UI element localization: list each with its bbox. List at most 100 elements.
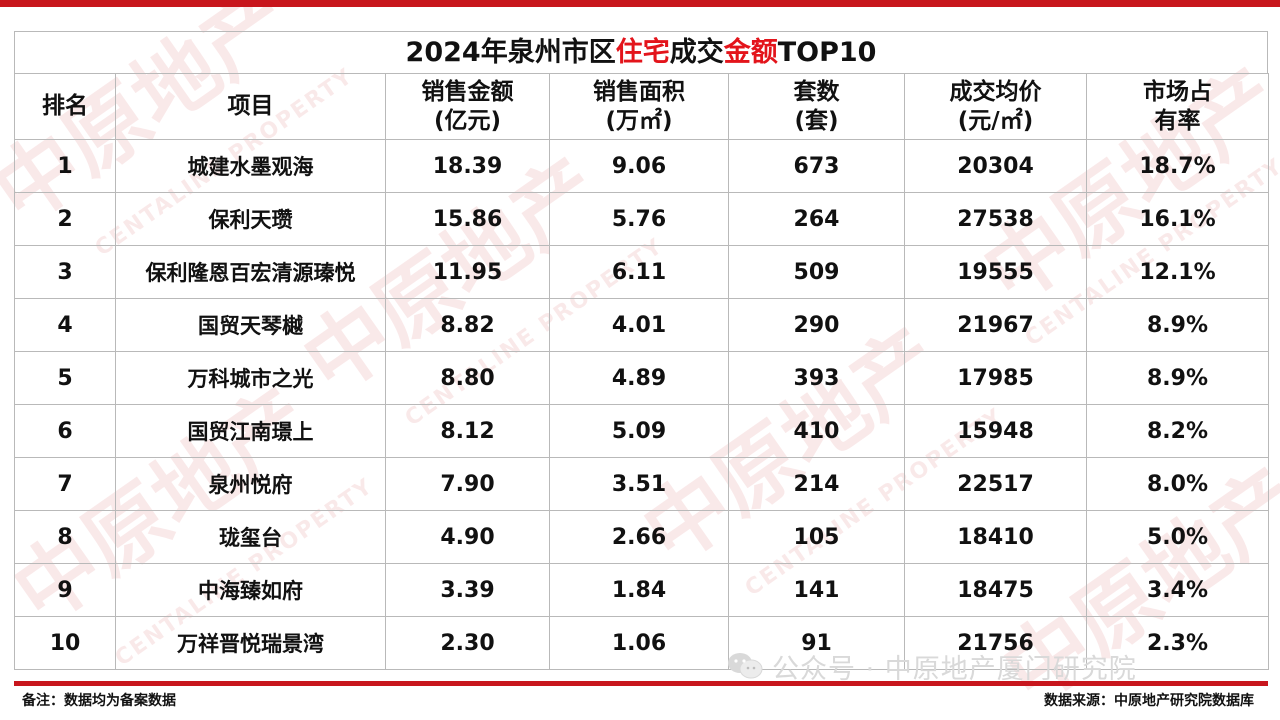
wechat-account-watermark: 公众号 · 中原地产厦门研究院 [726, 648, 1137, 685]
cell-amount: 7.90 [385, 457, 550, 511]
header-amount-label: 销售金额 [421, 78, 514, 105]
cell-share: 3.4% [1086, 563, 1269, 617]
cell-project: 保利隆恩百宏清源瑧悦 [115, 245, 386, 299]
cell-rank: 7 [14, 457, 116, 511]
header-amount-unit: (亿元) [433, 107, 502, 134]
header-area-label: 销售面积 [593, 78, 685, 105]
cell-units: 214 [728, 457, 905, 511]
cell-rank: 4 [14, 298, 116, 352]
title-segment: 2024年泉州市区 [405, 37, 616, 68]
header-project: 项目 [115, 73, 386, 140]
wechat-account-name: 公众号 · 中原地产厦门研究院 [772, 653, 1137, 685]
header-rank: 排名 [14, 73, 116, 140]
top-red-rule [0, 0, 1280, 7]
cell-price: 18475 [904, 563, 1087, 617]
cell-units: 509 [728, 245, 905, 299]
cell-price: 21967 [904, 298, 1087, 352]
cell-price: 21756 [904, 616, 1087, 670]
title-segment: TOP10 [777, 37, 877, 68]
header-units: 套数 (套) [728, 73, 905, 140]
cell-amount: 8.82 [385, 298, 550, 352]
header-rank-label: 排名 [42, 93, 88, 119]
table-row: 8 珑玺台 4.90 2.66 105 18410 5.0% [14, 510, 1269, 564]
cell-rank: 8 [14, 510, 116, 564]
cell-price: 27538 [904, 192, 1087, 246]
cell-amount: 3.39 [385, 563, 550, 617]
cell-rank: 1 [14, 139, 116, 193]
table-row: 5 万科城市之光 8.80 4.89 393 17985 8.9% [14, 351, 1269, 405]
table-row: 3 保利隆恩百宏清源瑧悦 11.95 6.11 509 19555 12.1% [14, 245, 1269, 299]
cell-units: 393 [728, 351, 905, 405]
header-area: 销售面积 (万㎡) [549, 73, 729, 140]
cell-area: 5.76 [549, 192, 729, 246]
cell-project: 万科城市之光 [115, 351, 386, 405]
title-highlight-amount: 金额 [723, 37, 778, 68]
header-price-unit: (元/㎡) [957, 107, 1034, 134]
table-row: 6 国贸江南璟上 8.12 5.09 410 15948 8.2% [14, 404, 1269, 458]
wechat-icon [728, 653, 763, 679]
cell-amount: 2.30 [385, 616, 550, 670]
cell-area: 4.89 [549, 351, 729, 405]
cell-rank: 2 [14, 192, 116, 246]
cell-units: 264 [728, 192, 905, 246]
ranking-table-frame: 2024年泉州市区住宅成交金额TOP10 排名 项目 销售金额 (亿元) 销售面积… [14, 31, 1269, 670]
cell-rank: 6 [14, 404, 116, 458]
cell-area: 3.51 [549, 457, 729, 511]
cell-area: 2.66 [549, 510, 729, 564]
cell-area: 4.01 [549, 298, 729, 352]
cell-price: 20304 [904, 139, 1087, 193]
cell-price: 19555 [904, 245, 1087, 299]
cell-share: 5.0% [1086, 510, 1269, 564]
header-amount: 销售金额 (亿元) [385, 73, 550, 140]
cell-area: 9.06 [549, 139, 729, 193]
cell-project: 城建水墨观海 [115, 139, 386, 193]
header-share: 市场占 有率 [1086, 73, 1269, 140]
footnote-source: 数据来源：中原地产研究院数据库 [1044, 693, 1254, 709]
cell-units: 290 [728, 298, 905, 352]
cell-amount: 18.39 [385, 139, 550, 193]
ranking-table: 排名 项目 销售金额 (亿元) 销售面积 (万㎡) 套数 (套) 成交均价 (元/㎡) … [14, 73, 1269, 670]
header-units-unit: (套) [794, 107, 839, 134]
footer-red-rule [14, 681, 1268, 686]
cell-units: 91 [728, 616, 905, 670]
header-area-unit: (万㎡) [605, 107, 673, 134]
table-row: 9 中海臻如府 3.39 1.84 141 18475 3.4% [14, 563, 1269, 617]
cell-project: 珑玺台 [115, 510, 386, 564]
cell-price: 15948 [904, 404, 1087, 458]
cell-area: 5.09 [549, 404, 729, 458]
cell-rank: 10 [14, 616, 116, 670]
title-highlight-residential: 住宅 [615, 37, 670, 68]
cell-rank: 9 [14, 563, 116, 617]
cell-area: 1.06 [549, 616, 729, 670]
table-row: 7 泉州悦府 7.90 3.51 214 22517 8.0% [14, 457, 1269, 511]
cell-share: 16.1% [1086, 192, 1269, 246]
cell-price: 17985 [904, 351, 1087, 405]
header-share-label: 市场占 [1143, 78, 1212, 105]
cell-units: 673 [728, 139, 905, 193]
cell-units: 105 [728, 510, 905, 564]
cell-area: 1.84 [549, 563, 729, 617]
cell-project: 国贸天琴樾 [115, 298, 386, 352]
header-price-label: 成交均价 [949, 78, 1042, 105]
table-row: 4 国贸天琴樾 8.82 4.01 290 21967 8.9% [14, 298, 1269, 352]
cell-share: 8.9% [1086, 298, 1269, 352]
table-row: 10 万祥晋悦瑞景湾 2.30 1.06 91 21756 2.3% [14, 616, 1269, 670]
header-project-label: 项目 [227, 93, 274, 119]
title-segment: 成交 [669, 37, 724, 68]
cell-amount: 11.95 [385, 245, 550, 299]
header-units-label: 套数 [793, 78, 840, 105]
footnote-note: 备注：数据均为备案数据 [22, 693, 176, 709]
cell-price: 22517 [904, 457, 1087, 511]
cell-project: 泉州悦府 [115, 457, 386, 511]
table-row: 2 保利天瓒 15.86 5.76 264 27538 16.1% [14, 192, 1269, 246]
cell-share: 8.2% [1086, 404, 1269, 458]
cell-share: 12.1% [1086, 245, 1269, 299]
cell-amount: 15.86 [385, 192, 550, 246]
cell-price: 18410 [904, 510, 1087, 564]
cell-units: 410 [728, 404, 905, 458]
cell-units: 141 [728, 563, 905, 617]
cell-share: 2.3% [1086, 616, 1269, 670]
cell-rank: 5 [14, 351, 116, 405]
cell-amount: 8.80 [385, 351, 550, 405]
